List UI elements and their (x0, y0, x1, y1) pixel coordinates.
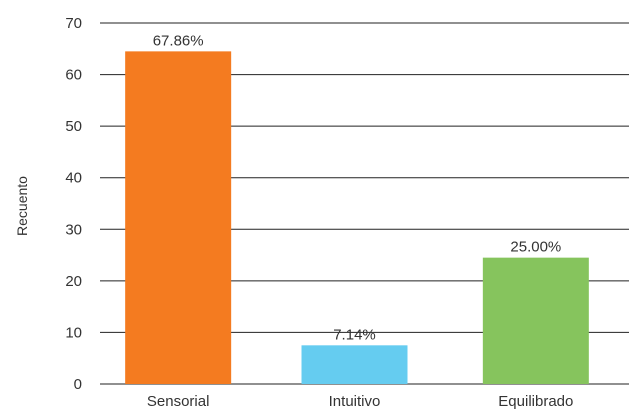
y-tick-label: 40 (65, 170, 82, 187)
y-tick-label: 10 (65, 324, 82, 341)
category-label: Sensorial (147, 393, 210, 410)
y-axis-ticks: 0 10 20 30 40 50 60 70 (65, 15, 82, 393)
data-labels: 67.86% 7.14% 25.00% (153, 32, 562, 343)
y-tick-label: 30 (65, 221, 82, 238)
y-tick-label: 60 (65, 67, 82, 84)
y-tick-label: 70 (65, 15, 82, 32)
data-label: 67.86% (153, 32, 204, 49)
category-label: Intuitivo (329, 393, 381, 410)
bars (125, 51, 589, 384)
y-tick-label: 20 (65, 273, 82, 290)
bar-equilibrado (482, 257, 589, 384)
data-label: 7.14% (333, 326, 376, 343)
bar-sensorial (125, 51, 232, 384)
category-label: Equilibrado (498, 393, 573, 410)
y-tick-label: 50 (65, 118, 82, 135)
bar-intuitivo (301, 345, 408, 384)
y-tick-label: 0 (74, 376, 82, 393)
y-axis-title: Recuento (14, 176, 30, 236)
data-label: 25.00% (510, 239, 561, 256)
category-labels: Sensorial Intuitivo Equilibrado (147, 393, 573, 410)
